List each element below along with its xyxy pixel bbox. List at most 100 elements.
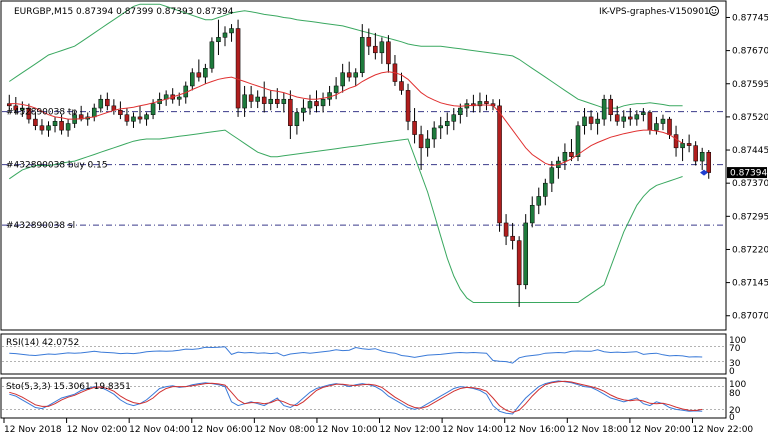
- candle-bear[interactable]: [33, 118, 38, 126]
- candle-bear[interactable]: [124, 114, 130, 122]
- candle-bull[interactable]: [176, 96, 182, 100]
- candle-bull[interactable]: [575, 125, 581, 157]
- candle-bull[interactable]: [379, 41, 385, 54]
- candle-bull[interactable]: [46, 125, 51, 131]
- candle-bull[interactable]: [353, 72, 359, 78]
- candle-bear[interactable]: [510, 235, 515, 241]
- candle-bear[interactable]: [608, 98, 613, 115]
- candle-bull[interactable]: [98, 98, 104, 109]
- candle-bull[interactable]: [523, 222, 528, 286]
- candle-bear[interactable]: [497, 105, 502, 224]
- candle-bull[interactable]: [281, 98, 287, 104]
- candle-bull[interactable]: [150, 103, 156, 115]
- candle-bull[interactable]: [255, 96, 260, 102]
- candle-bull[interactable]: [327, 92, 332, 100]
- candle-bull[interactable]: [634, 114, 640, 120]
- candle-bull[interactable]: [582, 116, 587, 126]
- sl-order-label[interactable]: #432890038 sl: [6, 221, 75, 231]
- candle-bear[interactable]: [628, 116, 633, 120]
- candle-bull[interactable]: [144, 114, 149, 120]
- candle-bear[interactable]: [275, 98, 280, 104]
- candle-bear[interactable]: [288, 98, 293, 126]
- candle-bear[interactable]: [418, 134, 424, 149]
- candle-bull[interactable]: [680, 143, 685, 149]
- candle-bull[interactable]: [91, 107, 97, 118]
- candle-bull[interactable]: [595, 118, 600, 124]
- candle-bull[interactable]: [477, 101, 483, 107]
- candle-bear[interactable]: [569, 151, 574, 157]
- candle-bear[interactable]: [405, 90, 411, 122]
- candle-bull[interactable]: [536, 196, 542, 206]
- candle-bull[interactable]: [660, 118, 666, 124]
- candle-bull[interactable]: [444, 121, 450, 126]
- candle-bull[interactable]: [333, 85, 339, 93]
- candle-bull[interactable]: [294, 112, 300, 126]
- candle-bull[interactable]: [425, 138, 430, 149]
- candle-bear[interactable]: [59, 121, 64, 131]
- candle-bull[interactable]: [621, 116, 627, 122]
- candle-bull[interactable]: [562, 151, 568, 162]
- candle-bear[interactable]: [686, 143, 692, 146]
- candle-bear[interactable]: [399, 81, 404, 91]
- candle-bull[interactable]: [359, 37, 365, 73]
- candle-bull[interactable]: [131, 116, 136, 122]
- candle-bear[interactable]: [137, 116, 143, 120]
- candle-bear[interactable]: [373, 45, 378, 54]
- candles-group[interactable]: [6, 19, 712, 307]
- candle-bull[interactable]: [529, 205, 535, 224]
- candle-bull[interactable]: [52, 121, 58, 126]
- candle-bear[interactable]: [39, 125, 45, 131]
- buy-order-label[interactable]: #432890038 buy 0.15: [6, 161, 108, 171]
- stoch-level-80: 80: [729, 389, 741, 399]
- candle-bear[interactable]: [196, 72, 202, 78]
- tp-order-label[interactable]: #432890038 tp: [6, 108, 77, 118]
- candle-bear[interactable]: [6, 103, 12, 107]
- candle-bear[interactable]: [26, 107, 32, 120]
- candle-bull[interactable]: [301, 107, 306, 113]
- candle-bull[interactable]: [268, 98, 274, 104]
- candle-bull[interactable]: [654, 123, 659, 131]
- candle-bear[interactable]: [516, 240, 522, 286]
- candle-bear[interactable]: [314, 101, 319, 107]
- candle-bear[interactable]: [588, 116, 594, 124]
- candle-bull[interactable]: [458, 107, 463, 115]
- candle-bear[interactable]: [118, 110, 123, 115]
- candle-bear[interactable]: [484, 101, 489, 104]
- candle-bull[interactable]: [209, 41, 215, 69]
- candle-bear[interactable]: [647, 112, 653, 131]
- candle-bear[interactable]: [13, 105, 19, 111]
- candle-bear[interactable]: [235, 28, 241, 109]
- candle-bear[interactable]: [261, 96, 267, 104]
- candle-bull[interactable]: [320, 98, 326, 107]
- candle-bull[interactable]: [190, 72, 195, 87]
- candle-bear[interactable]: [366, 37, 372, 47]
- candle-bull[interactable]: [641, 112, 646, 115]
- candle-bear[interactable]: [673, 134, 679, 149]
- candle-bull[interactable]: [229, 28, 234, 34]
- candle-bear[interactable]: [248, 94, 254, 102]
- candle-bear[interactable]: [503, 222, 509, 237]
- candle-bear[interactable]: [412, 121, 417, 135]
- candle-bull[interactable]: [543, 182, 548, 197]
- candle-bull[interactable]: [222, 32, 228, 38]
- candle-bull[interactable]: [451, 114, 457, 122]
- candle-bull[interactable]: [203, 68, 208, 78]
- candle-bull[interactable]: [20, 107, 25, 111]
- candle-bear[interactable]: [346, 72, 352, 78]
- candle-bull[interactable]: [549, 167, 555, 184]
- candle-bull[interactable]: [216, 37, 221, 43]
- candle-bull[interactable]: [65, 123, 71, 131]
- candle-bull[interactable]: [242, 94, 247, 109]
- candle-bear[interactable]: [105, 98, 110, 107]
- candle-bear[interactable]: [706, 151, 712, 173]
- candle-bull[interactable]: [699, 151, 705, 162]
- candle-bull[interactable]: [431, 127, 437, 140]
- candle-bull[interactable]: [601, 98, 607, 120]
- candle-bear[interactable]: [614, 114, 620, 122]
- candle-bull[interactable]: [340, 72, 345, 87]
- candle-bear[interactable]: [693, 145, 698, 162]
- candle-bear[interactable]: [667, 118, 672, 135]
- candle-bear[interactable]: [386, 41, 391, 65]
- candle-bull[interactable]: [307, 101, 313, 109]
- candle-bull[interactable]: [438, 125, 443, 129]
